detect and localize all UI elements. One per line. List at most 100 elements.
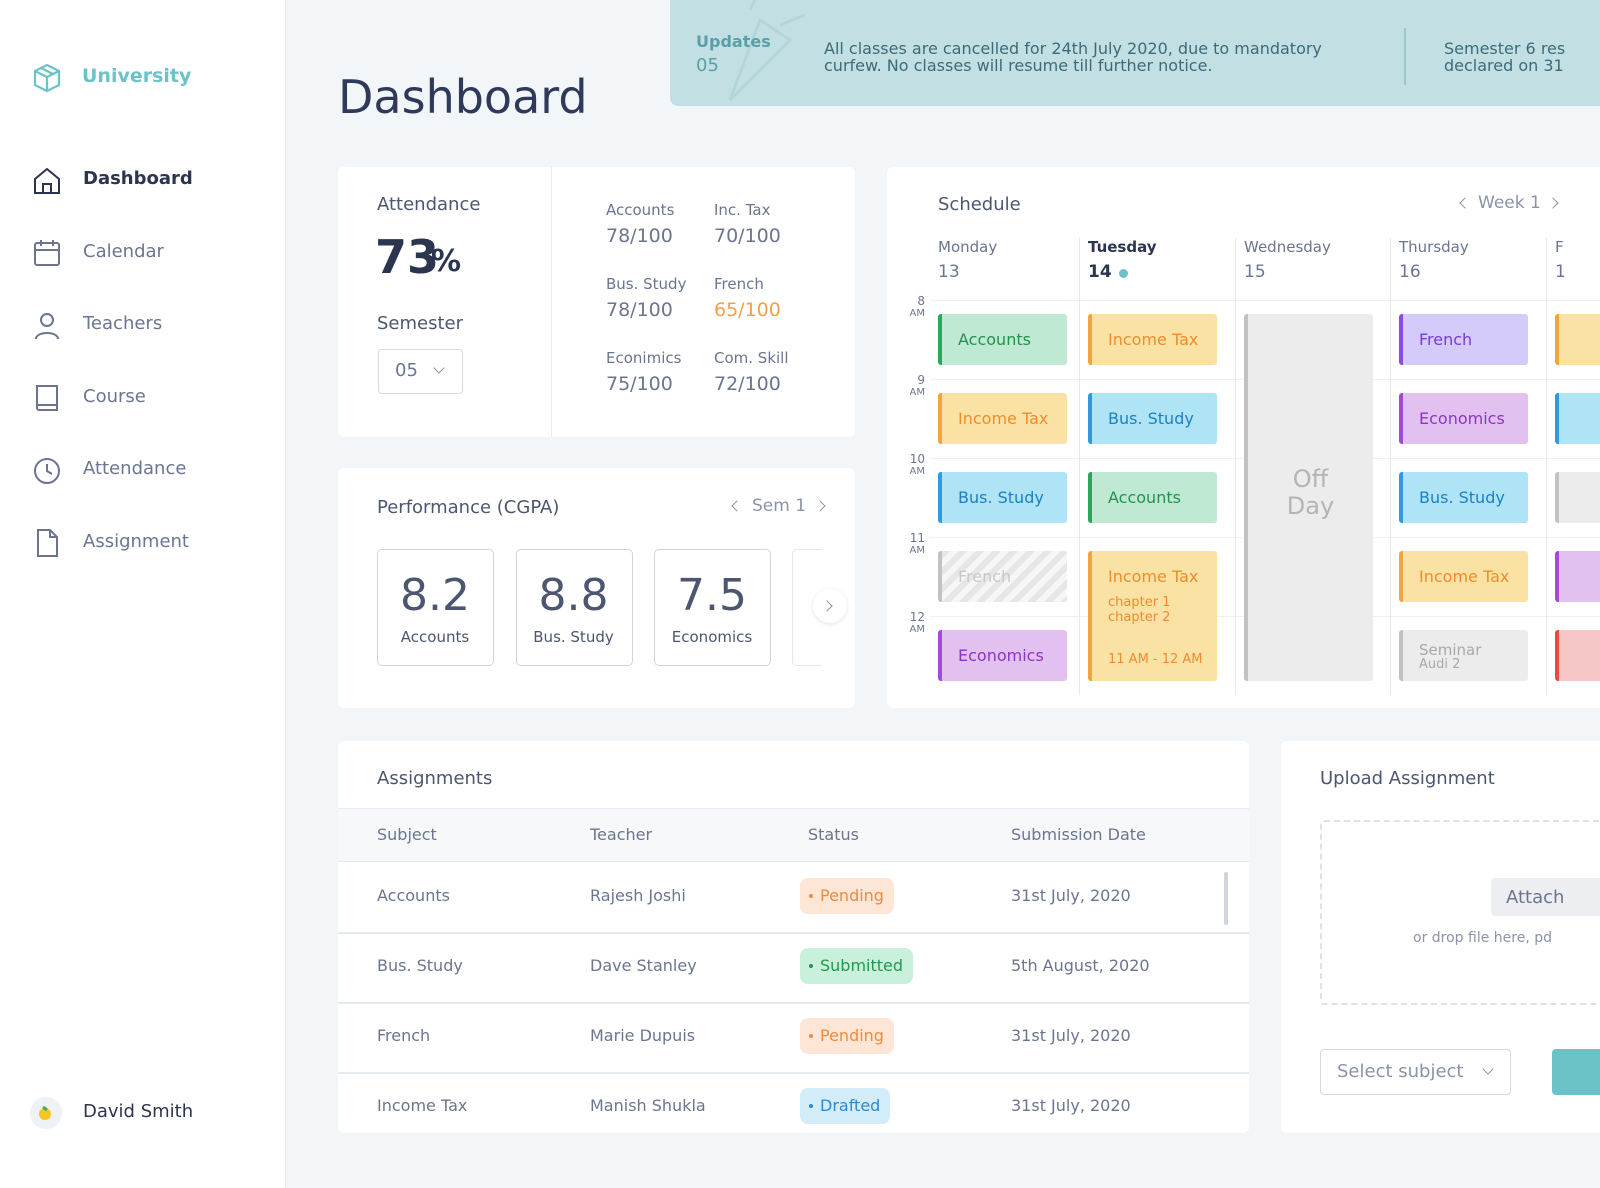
column-line (1235, 238, 1236, 695)
schedule-title: Schedule (938, 194, 1021, 215)
schedule-event[interactable]: Seminar Audi 2 (1399, 630, 1528, 681)
user-avatar (30, 1097, 62, 1129)
schedule-event[interactable]: Accounts (1088, 472, 1217, 523)
cgpa-subject: Accounts (400, 628, 470, 646)
upload-card (1281, 741, 1600, 1133)
attendance-card (338, 167, 855, 437)
performance-period[interactable]: Sem 1 (752, 496, 807, 516)
cgpa-card: 8.2 Accounts (377, 549, 494, 666)
assignments-title: Assignments (377, 768, 493, 789)
cgpa-score: 8.2 (400, 570, 470, 621)
day-date: 14 (1088, 262, 1112, 282)
status-text: Submitted (820, 956, 904, 975)
cell-text: 5th August, 2020 (1011, 956, 1150, 975)
mark-score: 65/100 (714, 299, 781, 321)
row-divider (338, 1072, 1249, 1074)
schedule-event[interactable] (1555, 630, 1600, 681)
status-dot (809, 1104, 813, 1108)
day-name: Monday (938, 238, 998, 256)
day-date: 15 (1244, 262, 1266, 282)
cell-text: 31st July, 2020 (1011, 886, 1131, 905)
status-pill: Pending (800, 878, 894, 914)
status-text: Pending (820, 886, 884, 905)
semester-label: Semester (377, 313, 464, 334)
next-button[interactable] (813, 589, 847, 623)
nav-item[interactable]: Teachers (83, 313, 163, 334)
time-hour: 10 (909, 452, 925, 466)
schedule-event[interactable]: Off Day (1244, 314, 1373, 681)
cell-text: Manish Shukla (590, 1096, 706, 1115)
nav-item[interactable]: Assignment (83, 530, 189, 552)
schedule-event[interactable] (1555, 551, 1600, 602)
semester-select[interactable]: 05 (378, 349, 463, 394)
schedule-event[interactable]: Economics (938, 630, 1067, 681)
schedule-event[interactable] (1555, 314, 1600, 365)
attendance-value: 73 (375, 230, 440, 284)
schedule-event[interactable]: Income Tax (1088, 314, 1217, 365)
nav-item[interactable]: Calendar (83, 240, 164, 262)
time-period: AM (909, 387, 925, 398)
status-dot (809, 1034, 813, 1038)
schedule-event[interactable]: Bus. Study (938, 472, 1067, 523)
schedule-event[interactable] (1555, 472, 1600, 523)
nav-item[interactable]: Course (83, 385, 146, 407)
schedule-event[interactable]: Income Tax (1399, 551, 1528, 602)
nav-item[interactable]: Dashboard (83, 168, 193, 189)
subject-select[interactable]: Select subject (1320, 1049, 1511, 1095)
schedule-event[interactable]: Bus. Study (1399, 472, 1528, 523)
time-hour: 9 (917, 373, 925, 387)
update-message: curfew. No classes will resume till furt… (824, 56, 1213, 75)
day-name: Tuesday (1088, 238, 1157, 256)
status-dot (809, 894, 813, 898)
schedule-event[interactable]: Economics (1399, 393, 1528, 444)
nav-item[interactable]: Attendance (83, 458, 187, 479)
cgpa-score: 8.8 (538, 570, 609, 621)
schedule-event[interactable]: French (938, 551, 1067, 602)
event-subject: French (958, 566, 1012, 586)
schedule-event[interactable]: Bus. Study (1088, 393, 1217, 444)
event-subject: Accounts (958, 329, 1031, 349)
event-subject: Income Tax (1419, 566, 1510, 586)
column-line (1390, 238, 1391, 695)
schedule-event[interactable]: Accounts (938, 314, 1067, 365)
time-period: AM (909, 624, 925, 635)
schedule-week[interactable]: Week 1 (1478, 193, 1541, 213)
attach-label: Attach (1506, 887, 1565, 908)
nav-icon-home (34, 167, 60, 194)
schedule-event[interactable]: French (1399, 314, 1528, 365)
column-line (1546, 238, 1547, 695)
brand-icon (33, 63, 61, 93)
update-message: All classes are cancelled for 24th July … (824, 39, 1322, 58)
status-pill: Pending (800, 1018, 894, 1054)
status-dot (809, 964, 813, 968)
cgpa-score: 7.5 (677, 570, 747, 621)
cell-text: 31st July, 2020 (1011, 1096, 1131, 1115)
user-name[interactable]: David Smith (83, 1101, 194, 1122)
attendance-title: Attendance (377, 194, 481, 215)
event-note: Audi 2 (1419, 657, 1461, 672)
event-subject: Off Day (1286, 464, 1335, 520)
mark-subject: Econimics (606, 349, 682, 367)
cell-text: 31st July, 2020 (1011, 1026, 1131, 1045)
schedule-event[interactable]: Income Tax (938, 393, 1067, 444)
schedule-event[interactable]: Income Tax chapter 1 chapter 2 11 AM - 12 A… (1088, 551, 1217, 681)
performance-title: Performance (CGPA) (377, 497, 560, 518)
cell-text: Rajesh Joshi (590, 886, 686, 905)
row-divider (338, 932, 1249, 934)
day-date: 1 (1555, 262, 1566, 282)
schedule-event[interactable] (1555, 393, 1600, 444)
column-header: Submission Date (1011, 825, 1146, 844)
row-divider (338, 1002, 1249, 1004)
table-body: Accounts Rajesh Joshi Pending 31st July, 20… (338, 862, 1249, 1133)
cgpa-subject: Economics (671, 628, 753, 646)
event-time: 11 AM - 12 AM (1108, 652, 1203, 667)
attach-button[interactable]: Attach (1491, 878, 1600, 916)
time-period: AM (909, 466, 925, 477)
scrollbar (1224, 872, 1228, 925)
submit-button[interactable] (1552, 1049, 1600, 1095)
updates-banner (670, 0, 1600, 106)
semester-value: 05 (395, 360, 418, 381)
row-line (930, 300, 1600, 301)
